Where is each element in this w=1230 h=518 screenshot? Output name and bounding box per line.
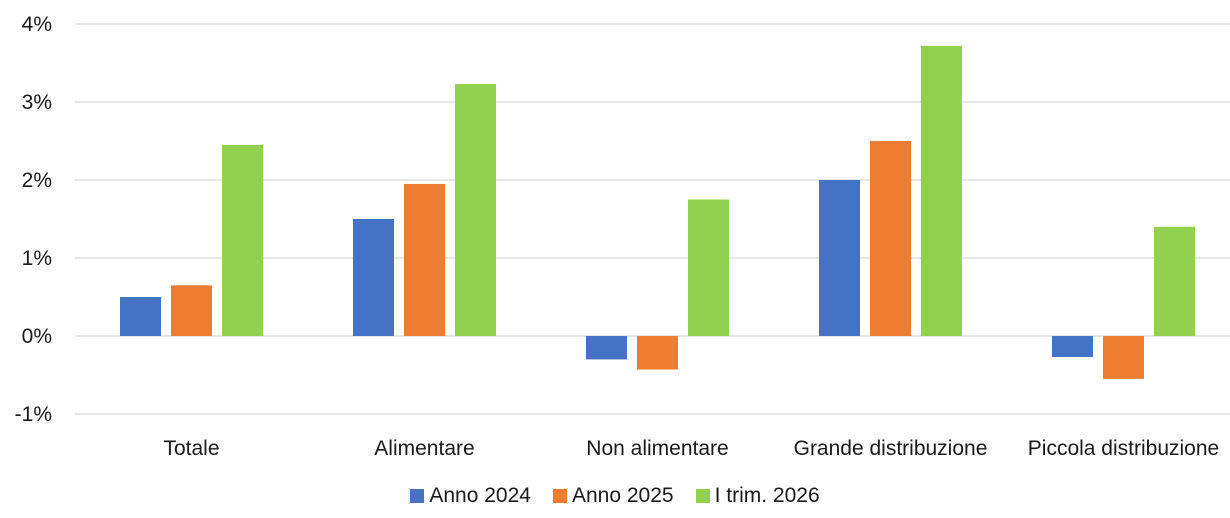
legend-swatch	[410, 489, 425, 503]
bar	[688, 199, 729, 336]
x-category-label: Non alimentare	[586, 437, 728, 460]
legend-item: Anno 2024	[410, 484, 531, 508]
y-tick-label: 3%	[22, 91, 52, 114]
x-category-label: Totale	[163, 437, 219, 460]
bar	[120, 297, 161, 336]
legend-item: Anno 2025	[552, 484, 674, 508]
bar	[819, 180, 860, 336]
x-category-label: Piccola distribuzione	[1028, 437, 1219, 460]
legend-label: Anno 2024	[429, 484, 531, 507]
bar	[1052, 336, 1093, 358]
bar	[171, 285, 212, 336]
bar	[637, 336, 678, 370]
bar	[1103, 336, 1144, 379]
legend-swatch	[695, 489, 710, 503]
legend-label: Anno 2025	[571, 484, 674, 507]
bar	[222, 144, 263, 336]
y-axis-tick-labels: -1% 0% 1% 2% 3% 4%	[15, 13, 52, 426]
y-tick-label: 2%	[22, 169, 52, 192]
legend-label: I trim. 2026	[714, 484, 820, 507]
legend: Anno 2024 Anno 2025 I trim. 2026	[0, 484, 1230, 508]
y-tick-label: 1%	[22, 247, 52, 270]
y-tick-label: 4%	[22, 13, 52, 36]
bar	[404, 183, 445, 336]
bar	[586, 336, 627, 360]
y-tick-label: 0%	[22, 325, 52, 348]
legend-swatch	[552, 489, 567, 503]
bars	[120, 45, 1195, 379]
bar	[1154, 226, 1195, 336]
bar	[455, 84, 496, 336]
bar	[870, 141, 911, 336]
y-tick-label: -1%	[15, 403, 52, 426]
x-category-label: Grande distribuzione	[794, 437, 988, 460]
bar	[921, 45, 962, 337]
x-axis-category-labels: Totale Alimentare Non alimentare Grande dis…	[163, 437, 1219, 460]
legend-item: I trim. 2026	[695, 484, 820, 508]
bar	[353, 219, 394, 336]
gridlines	[75, 23, 1230, 415]
x-category-label: Alimentare	[374, 437, 474, 460]
